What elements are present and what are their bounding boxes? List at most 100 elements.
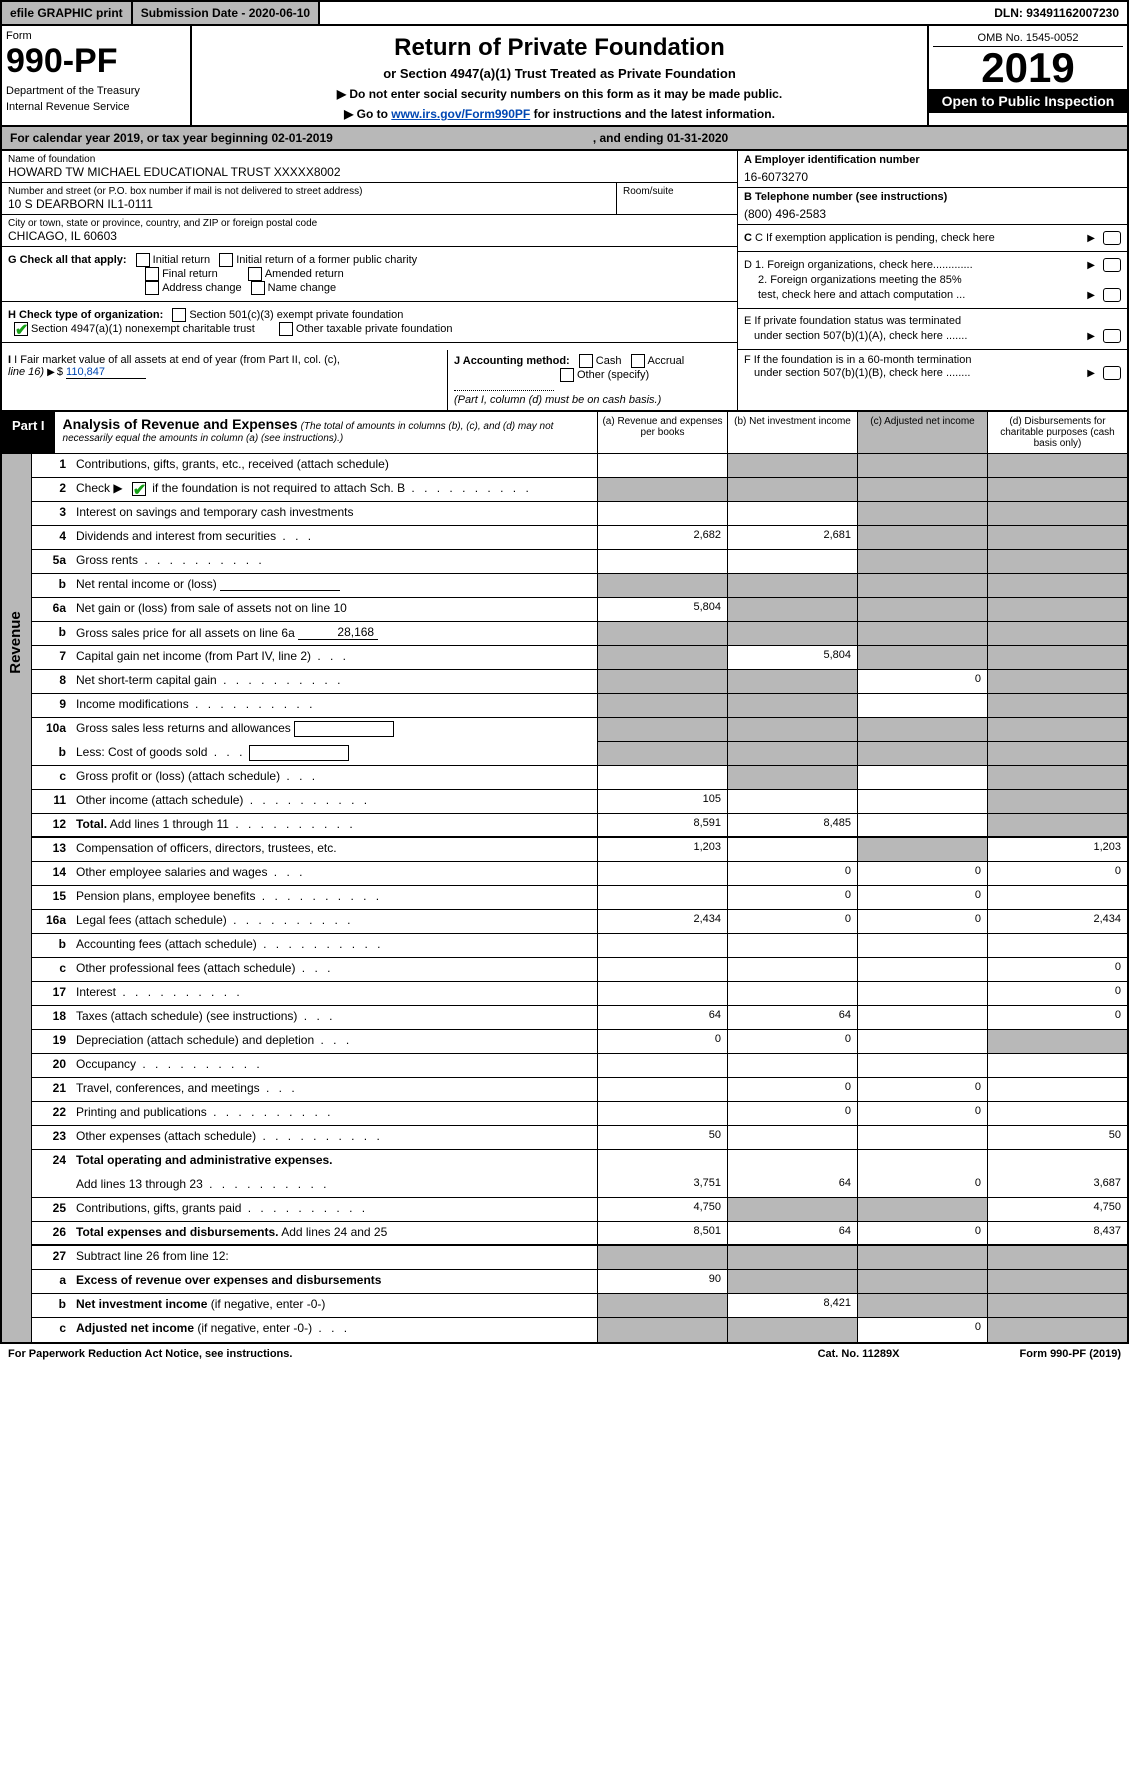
b-label: B Telephone number (see instructions) <box>744 191 947 203</box>
city-label: City or town, state or province, country… <box>8 218 731 229</box>
col-a-head: (a) Revenue and expenses per books <box>597 412 727 453</box>
addr-label: Number and street (or P.O. box number if… <box>8 186 610 197</box>
calendar-year-row: For calendar year 2019, or tax year begi… <box>0 127 1129 151</box>
info-grid: Name of foundation HOWARD TW MICHAEL EDU… <box>0 151 1129 350</box>
section-e: E If private foundation status was termi… <box>738 309 1127 350</box>
table-row: bGross sales price for all assets on lin… <box>32 622 1127 646</box>
table-row: 18Taxes (attach schedule) (see instructi… <box>32 1006 1127 1030</box>
address-cell: Number and street (or P.O. box number if… <box>2 183 617 215</box>
checkbox-e[interactable] <box>1103 329 1121 343</box>
checkbox-sch-b[interactable] <box>132 482 146 496</box>
checkbox-address-change[interactable] <box>145 281 159 295</box>
main-table: Revenue Operating and Administrative Exp… <box>0 454 1129 1344</box>
address-row: Number and street (or P.O. box number if… <box>2 183 737 215</box>
table-row: 15Pension plans, employee benefits00 <box>32 886 1127 910</box>
phone-cell: B Telephone number (see instructions) (8… <box>738 188 1127 225</box>
table-row: 19Depreciation (attach schedule) and dep… <box>32 1030 1127 1054</box>
checkbox-name-change[interactable] <box>251 281 265 295</box>
form-link[interactable]: www.irs.gov/Form990PF <box>391 107 530 121</box>
room-label: Room/suite <box>623 186 731 197</box>
table-row: 5aGross rents <box>32 550 1127 574</box>
checkbox-501c3[interactable] <box>172 308 186 322</box>
ein-value: 16-6073270 <box>744 170 1121 184</box>
table-row: cOther professional fees (attach schedul… <box>32 958 1127 982</box>
checkbox-other[interactable] <box>560 368 574 382</box>
table-row: 16aLegal fees (attach schedule)2,434002,… <box>32 910 1127 934</box>
col-c-head: (c) Adjusted net income <box>857 412 987 453</box>
submission-date: Submission Date - 2020-06-10 <box>133 2 320 24</box>
g-label: G Check all that apply: <box>8 254 127 266</box>
table-row: 27Subtract line 26 from line 12: <box>32 1246 1127 1270</box>
table-row: 12Total. Add lines 1 through 118,5918,48… <box>32 814 1127 838</box>
dln-label: DLN: 93491162007230 <box>986 2 1127 24</box>
checkbox-other-taxable[interactable] <box>279 322 293 336</box>
table-row: 20Occupancy <box>32 1054 1127 1078</box>
checkbox-c[interactable] <box>1103 231 1121 245</box>
arrow-icon <box>1087 330 1097 342</box>
table-row: 14Other employee salaries and wages000 <box>32 862 1127 886</box>
arrow-icon <box>47 366 57 378</box>
table-row: 7Capital gain net income (from Part IV, … <box>32 646 1127 670</box>
checkbox-amended[interactable] <box>248 267 262 281</box>
h-label: H Check type of organization: <box>8 309 163 321</box>
fmv-value: 110,847 <box>66 366 146 379</box>
table-row: 13Compensation of officers, directors, t… <box>32 838 1127 862</box>
section-i: I I Fair market value of all assets at e… <box>2 350 447 410</box>
footer-right: Form 990-PF (2019) <box>1020 1348 1122 1360</box>
table-row: bNet investment income (if negative, ent… <box>32 1294 1127 1318</box>
checkbox-cash[interactable] <box>579 354 593 368</box>
page-footer: For Paperwork Reduction Act Notice, see … <box>0 1344 1129 1364</box>
checkbox-accrual[interactable] <box>631 354 645 368</box>
revenue-label: Revenue <box>7 611 24 674</box>
side-labels: Revenue Operating and Administrative Exp… <box>2 454 32 1342</box>
table-row: 21Travel, conferences, and meetings00 <box>32 1078 1127 1102</box>
table-row: bAccounting fees (attach schedule) <box>32 934 1127 958</box>
form-title: Return of Private Foundation <box>196 34 923 62</box>
address: 10 S DEARBORN IL1-0111 <box>8 197 610 211</box>
a-label: A Employer identification number <box>744 154 920 166</box>
table-row: bNet rental income or (loss) <box>32 574 1127 598</box>
phone-value: (800) 496-2583 <box>744 207 1121 221</box>
arrow-icon <box>1087 367 1097 379</box>
col-d-head: (d) Disbursements for charitable purpose… <box>987 412 1127 453</box>
cal-year-begin: For calendar year 2019, or tax year begi… <box>10 131 333 145</box>
checkbox-d1[interactable] <box>1103 258 1121 272</box>
table-row: cGross profit or (loss) (attach schedule… <box>32 766 1127 790</box>
foundation-name-cell: Name of foundation HOWARD TW MICHAEL EDU… <box>2 151 737 183</box>
section-d: D 1. Foreign organizations, check here..… <box>738 252 1127 309</box>
tax-year: 2019 <box>933 47 1123 89</box>
checkbox-4947a1[interactable] <box>14 322 28 336</box>
checkbox-f[interactable] <box>1103 366 1121 380</box>
arrow-icon <box>1087 232 1097 244</box>
city: CHICAGO, IL 60603 <box>8 229 731 243</box>
checkbox-initial-public[interactable] <box>219 253 233 267</box>
section-j: J Accounting method: Cash Accrual Other … <box>447 350 737 410</box>
table-row: 3Interest on savings and temporary cash … <box>32 502 1127 526</box>
header-right: OMB No. 1545-0052 2019 Open to Public In… <box>927 26 1127 125</box>
table-row: 17Interest0 <box>32 982 1127 1006</box>
part1-header: Part I Analysis of Revenue and Expenses … <box>0 412 1129 454</box>
table-row: bLess: Cost of goods sold <box>32 742 1127 766</box>
table-row: Add lines 13 through 233,7516403,687 <box>32 1174 1127 1198</box>
info-right: A Employer identification number 16-6073… <box>737 151 1127 350</box>
section-g: G Check all that apply: Initial return I… <box>2 247 737 302</box>
form-number: 990-PF <box>6 42 186 81</box>
table-row: 22Printing and publications00 <box>32 1102 1127 1126</box>
section-f: F If the foundation is in a 60-month ter… <box>737 350 1127 410</box>
lower-info: I I Fair market value of all assets at e… <box>0 350 1129 412</box>
inspection-label: Open to Public Inspection <box>929 89 1127 113</box>
dept-label: Department of the Treasury <box>6 85 186 97</box>
footer-left: For Paperwork Reduction Act Notice, see … <box>8 1348 292 1360</box>
header-left: Form 990-PF Department of the Treasury I… <box>2 26 192 125</box>
checkbox-final-return[interactable] <box>145 267 159 281</box>
checkbox-d2[interactable] <box>1103 288 1121 302</box>
table-row: 1Contributions, gifts, grants, etc., rec… <box>32 454 1127 478</box>
checkbox-initial-return[interactable] <box>136 253 150 267</box>
table-row: 10aGross sales less returns and allowanc… <box>32 718 1127 742</box>
part-label: Part I <box>2 412 55 453</box>
table-row: cAdjusted net income (if negative, enter… <box>32 1318 1127 1342</box>
cal-year-end: , and ending 01-31-2020 <box>593 131 728 145</box>
table-row: 25Contributions, gifts, grants paid4,750… <box>32 1198 1127 1222</box>
table-row: 8Net short-term capital gain0 <box>32 670 1127 694</box>
part-desc: Analysis of Revenue and Expenses (The to… <box>55 412 597 453</box>
